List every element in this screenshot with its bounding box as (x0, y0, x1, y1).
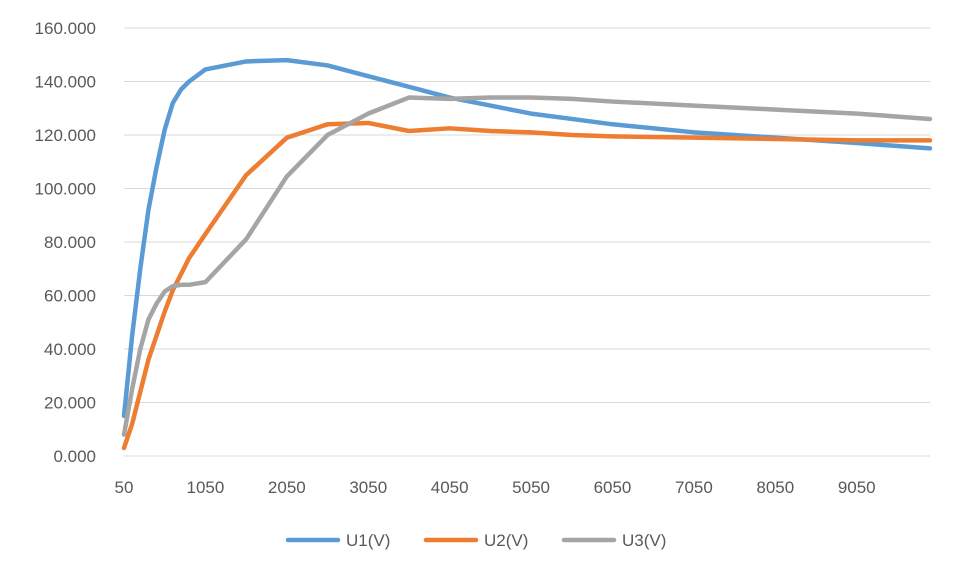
y-tick-label: 160.000 (35, 19, 96, 38)
x-tick-label: 7050 (675, 478, 713, 497)
legend-label: U3(V) (622, 531, 666, 550)
legend-label: U2(V) (484, 531, 528, 550)
y-tick-label: 0.000 (53, 447, 96, 466)
x-tick-label: 4050 (431, 478, 469, 497)
y-tick-label: 100.000 (35, 180, 96, 199)
x-tick-label: 3050 (349, 478, 387, 497)
x-tick-label: 2050 (268, 478, 306, 497)
y-tick-label: 20.000 (44, 394, 96, 413)
gridlines (124, 27, 930, 457)
x-tick-label: 1050 (187, 478, 225, 497)
x-axis-tick-labels: 50 1050 2050 3050 4050 5050 6050 7050 8050 9050 (115, 478, 876, 497)
y-axis-tick-labels: 0.000 20.000 40.000 60.000 80.000 100.000 120.… (35, 19, 96, 466)
x-tick-label: 6050 (594, 478, 632, 497)
y-tick-label: 80.000 (44, 233, 96, 252)
series-line-u1-v (121, 57, 933, 419)
legend-label: U1(V) (346, 531, 390, 550)
x-tick-label: 5050 (512, 478, 550, 497)
series-line-u3-v (121, 95, 933, 437)
x-tick-label: 50 (115, 478, 134, 497)
y-tick-label: 60.000 (44, 287, 96, 306)
x-tick-label: 9050 (838, 478, 876, 497)
series-lines (121, 57, 933, 451)
legend: U1(V) U2(V) U3(V) (285, 531, 666, 550)
y-tick-label: 40.000 (44, 340, 96, 359)
y-tick-label: 120.000 (35, 126, 96, 145)
x-tick-label: 8050 (756, 478, 794, 497)
y-tick-label: 140.000 (35, 73, 96, 92)
series-line-u2-v (121, 120, 933, 451)
